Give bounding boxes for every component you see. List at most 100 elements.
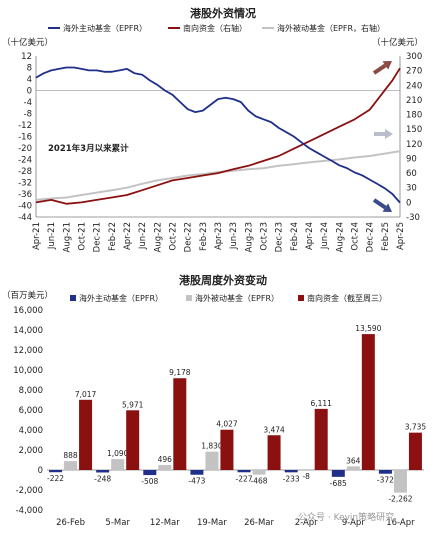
chart1-x-tick: Feb-23 <box>199 222 209 251</box>
chart1-x-tick: Dec-22 <box>184 222 194 252</box>
chart1-x-tick: Apr-22 <box>123 222 133 250</box>
chart2-data-label: 364 <box>346 456 361 465</box>
chart2-y-tick: 14,000 <box>13 326 43 336</box>
chart2-bar <box>205 451 219 470</box>
chart2-x-tick: 9-Apr <box>342 518 365 528</box>
chart1-left-tick: 8 <box>27 64 32 74</box>
chart2-bar <box>79 399 93 470</box>
chart1-x-tick: Apr-25 <box>396 222 406 250</box>
chart2-data-label: -248 <box>94 474 111 483</box>
chart1-x-tick: Jun-23 <box>229 222 239 250</box>
chart1-right-tick: 240 <box>406 81 422 91</box>
chart1-x-tick: Dec-24 <box>366 222 376 252</box>
chart2-bar <box>361 334 375 470</box>
chart2-bar <box>220 429 234 470</box>
chart2-bar <box>49 470 63 473</box>
chart1-x-tick: Oct-24 <box>351 222 361 251</box>
chart1-right-tick: 90 <box>406 154 417 164</box>
chart1-right-tick: 180 <box>406 111 422 121</box>
chart1-series-line <box>35 66 401 204</box>
chart1-left-tick: -8 <box>24 110 32 120</box>
watermark: 公众号 · Kevin策略研究 <box>298 513 395 523</box>
chart2-bar <box>111 459 125 470</box>
chart1-right-tick: 120 <box>406 140 422 150</box>
chart2-data-label: -2,262 <box>388 495 412 504</box>
chart2-data-label: -473 <box>188 477 205 486</box>
chart2-bar <box>96 470 110 473</box>
chart1-right-tick: 60 <box>406 169 417 179</box>
trend-arrow-shaft <box>372 63 387 75</box>
chart2-x-tick: 12-Mar <box>150 518 180 528</box>
chart2-data-label: -508 <box>141 477 158 486</box>
chart2-legend-swatch <box>186 295 192 301</box>
chart2-unit: （百万美元） <box>2 290 53 301</box>
chart2-title: 港股周度外资变动 <box>179 273 267 287</box>
chart1-right-tick: 150 <box>406 125 422 135</box>
chart1-left-tick: -12 <box>18 121 32 131</box>
chart1-left-tick: -20 <box>18 144 32 154</box>
chart1-left-tick: -4 <box>24 98 32 108</box>
chart1-left-tick: -28 <box>18 167 32 177</box>
chart2-data-label: -468 <box>251 477 268 486</box>
chart1-x-tick: Feb-25 <box>381 222 391 251</box>
chart1-legend-label: 海外主动基金（EPFR） <box>63 23 147 33</box>
chart1-right-tick: -30 <box>406 213 420 223</box>
chart1-title: 港股外资情况 <box>190 6 256 20</box>
chart2-data-label: 9,178 <box>169 368 191 377</box>
trend-arrow-head <box>385 129 393 139</box>
chart2-y-tick: 12,000 <box>13 346 43 356</box>
chart2-data-label: -685 <box>330 479 347 488</box>
chart1-x-tick: Feb-24 <box>290 222 300 251</box>
chart1-left-tick: 0 <box>27 87 32 97</box>
chart1-x-tick: Jun-21 <box>47 222 57 250</box>
chart1-x-tick: Jun-24 <box>320 222 330 250</box>
chart2-bar <box>346 466 360 470</box>
chart2-data-label: 496 <box>158 455 173 464</box>
chart1-series-line <box>35 67 401 205</box>
chart1-left-tick: -40 <box>18 202 32 212</box>
chart2-y-tick: 4,000 <box>19 426 43 436</box>
chart2-bar <box>331 470 345 477</box>
chart1-x-tick: Apr-23 <box>214 222 224 250</box>
chart1-legend-label: 海外被动基金（EPFR，右轴） <box>277 23 385 33</box>
chart1-x-tick: Aug-21 <box>62 222 72 252</box>
chart1-x-tick: Aug-23 <box>244 222 254 252</box>
chart2-x-tick: 26-Feb <box>56 518 85 528</box>
chart2-data-label: -227 <box>236 474 253 483</box>
chart2-bar <box>173 378 187 470</box>
chart2-x-tick: 26-Mar <box>244 518 274 528</box>
chart1-x-tick: Oct-23 <box>260 222 270 251</box>
chart2-bar <box>299 470 313 471</box>
chart1-x-tick: Oct-21 <box>78 222 88 251</box>
chart2-data-label: 1,090 <box>107 449 129 458</box>
chart2-data-label: 888 <box>63 451 78 460</box>
chart2-legend-label: 海外被动基金（EPFR） <box>195 293 279 303</box>
chart2-y-tick: 6,000 <box>19 406 43 416</box>
chart2-data-label: 4,027 <box>216 420 238 429</box>
chart1-right-tick: 210 <box>406 96 422 106</box>
chart1-left-tick: -36 <box>18 190 32 200</box>
chart1-left-tick: 12 <box>21 52 32 62</box>
chart2-data-label: -8 <box>302 472 310 481</box>
chart2-x-tick: 19-Mar <box>197 518 227 528</box>
chart2-bar <box>408 432 422 470</box>
chart2-data-label: 1,830 <box>201 442 223 451</box>
chart1-x-tick: Oct-22 <box>169 222 179 251</box>
line-chart-flows: 港股外资情况 （十亿美元） （十亿美元） 海外主动基金（EPFR） 南向资金（右轴） 海外… <box>2 6 423 252</box>
chart2-x-tick: 16-Apr <box>386 518 415 528</box>
chart2-y-tick: 0 <box>38 466 43 476</box>
chart1-left-tick: -16 <box>18 133 32 143</box>
chart2-data-label: 7,017 <box>75 390 97 399</box>
chart1-right-tick: 30 <box>406 184 417 194</box>
chart2-legend-label: 海外主动基金（EPFR） <box>79 293 163 303</box>
chart2-bar <box>314 408 328 470</box>
chart2-data-label: 6,111 <box>310 399 332 408</box>
chart2-y-tick: 10,000 <box>13 366 43 376</box>
chart1-x-tick: Aug-22 <box>153 222 163 252</box>
chart1-x-tick: Dec-21 <box>93 222 103 252</box>
chart2-legend-swatch <box>70 295 76 301</box>
chart1-x-tick: Feb-22 <box>108 222 118 251</box>
chart2-bar <box>143 470 157 476</box>
chart2-y-tick: 16,000 <box>13 306 43 316</box>
